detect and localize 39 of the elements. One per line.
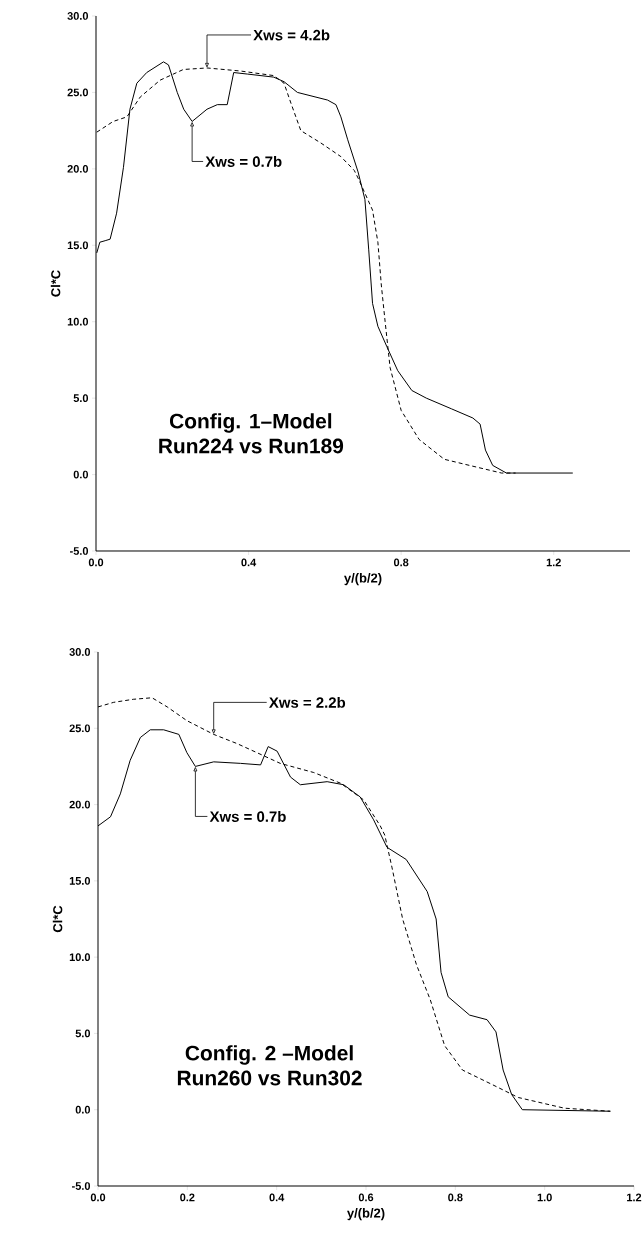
x-tick-label: 0.0 <box>90 1193 106 1202</box>
text: Config. 2 –Model <box>185 1045 353 1065</box>
y-tick-label: -5.0 <box>70 547 89 555</box>
y-tick-label: 30.0 <box>69 648 91 656</box>
x-tick-label: 0.2 <box>180 1193 195 1202</box>
x-axis-title: y/(b/2) <box>347 1208 385 1221</box>
y-tick-label: 0.0 <box>75 1105 91 1114</box>
y-tick-label: 5.0 <box>73 394 89 403</box>
x-tick-label: 0.0 <box>88 558 104 567</box>
y-tick-label: 10.0 <box>67 317 89 326</box>
text: Run260 vs Run302 <box>177 1070 362 1086</box>
annotation: Xws = 0.7b <box>209 810 286 822</box>
annotation: Xws = 0.7b <box>205 155 282 167</box>
text: Config. 1–Model <box>169 413 332 433</box>
annotation: Xws = 2.2b <box>269 696 346 708</box>
annotation: Xws = 4.2b <box>253 29 330 41</box>
y-tick-label: 15.0 <box>67 241 89 250</box>
x-tick-label: 1.2 <box>627 1193 642 1202</box>
y-tick-label: 5.0 <box>75 1029 91 1038</box>
x-axis-title: y/(b/2) <box>344 573 382 586</box>
y-tick-label: 30.0 <box>67 12 89 20</box>
y-tick-label: 15.0 <box>69 876 91 885</box>
x-tick-label: 0.4 <box>241 558 257 567</box>
y-axis-title: Cl*C <box>52 905 63 933</box>
x-tick-label: 1.2 <box>546 558 561 567</box>
x-tick-label: 0.4 <box>269 1193 285 1202</box>
y-axis-title: Cl*C <box>50 270 61 297</box>
y-tick-label: 10.0 <box>69 953 91 962</box>
y-tick-label: 0.0 <box>73 470 89 479</box>
text: Run224 vs Run189 <box>159 438 344 454</box>
y-tick-label: 25.0 <box>69 724 91 733</box>
x-tick-label: 0.6 <box>358 1193 374 1202</box>
x-tick-label: 0.8 <box>393 558 409 567</box>
x-tick-label: 0.8 <box>448 1193 463 1202</box>
y-tick-label: 20.0 <box>67 164 89 173</box>
x-tick-label: 1.0 <box>537 1193 552 1202</box>
y-tick-label: 25.0 <box>67 88 89 97</box>
y-tick-label: 20.0 <box>69 800 91 809</box>
y-tick-label: -5.0 <box>72 1182 91 1190</box>
